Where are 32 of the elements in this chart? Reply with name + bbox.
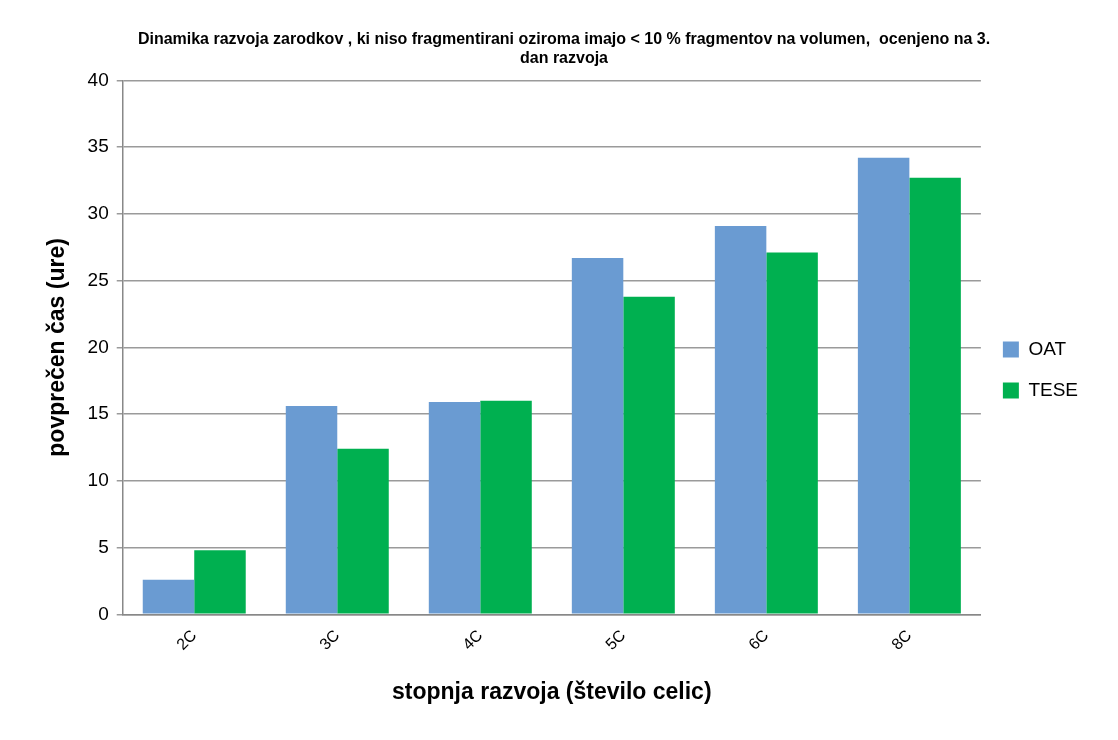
x-axis-title: stopnja razvoja (število celic) bbox=[392, 677, 712, 704]
y-axis-title: povprečen čas (ure) bbox=[43, 238, 70, 457]
chart-title: Dinamika razvoja zarodkov , ki niso fragmentirani oziroma imajo < 10 % fragmentov na volumen, ocenjeno na 3. dan razvoja bbox=[137, 30, 991, 67]
y-tick-label: 10 bbox=[87, 469, 109, 491]
bar bbox=[909, 177, 961, 614]
y-tick-label: 40 bbox=[87, 68, 109, 90]
bar bbox=[766, 252, 818, 614]
y-tick-label: 35 bbox=[87, 135, 109, 157]
legend-label: TESE bbox=[1028, 378, 1078, 400]
x-tick-label: 6C bbox=[745, 626, 772, 653]
x-tick-label: 3C bbox=[316, 626, 343, 653]
x-tick-label: 8C bbox=[888, 626, 915, 653]
bar bbox=[480, 400, 532, 614]
bar bbox=[194, 550, 246, 614]
y-tick-label: 30 bbox=[87, 202, 109, 224]
y-tick-label: 20 bbox=[87, 335, 109, 357]
bar bbox=[857, 157, 910, 614]
bar bbox=[571, 257, 624, 614]
legend-label: OAT bbox=[1028, 337, 1067, 359]
bar bbox=[142, 579, 195, 614]
y-tick-label: 0 bbox=[98, 602, 109, 624]
bar bbox=[623, 296, 675, 614]
y-tick-label: 5 bbox=[98, 535, 109, 557]
x-tick-label: 5C bbox=[602, 626, 629, 653]
x-tick-label: 4C bbox=[459, 626, 486, 653]
x-tick-label: 2C bbox=[173, 626, 200, 653]
bar bbox=[337, 448, 389, 614]
bar bbox=[714, 225, 767, 614]
y-tick-label: 15 bbox=[87, 402, 109, 424]
bar bbox=[428, 402, 481, 614]
bar bbox=[285, 406, 338, 614]
y-tick-label: 25 bbox=[87, 268, 109, 290]
